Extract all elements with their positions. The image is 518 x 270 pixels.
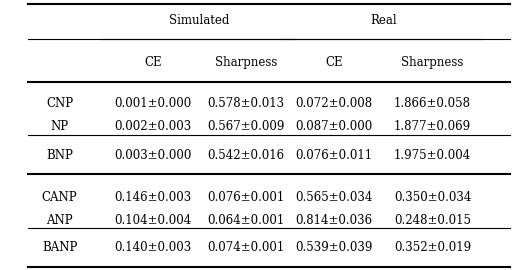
Text: 0.578±0.013: 0.578±0.013: [208, 97, 284, 110]
Text: 0.076±0.001: 0.076±0.001: [207, 191, 285, 204]
Text: 0.565±0.034: 0.565±0.034: [295, 191, 373, 204]
Text: Simulated: Simulated: [169, 14, 229, 27]
Text: Sharpness: Sharpness: [215, 56, 277, 69]
Text: 0.001±0.000: 0.001±0.000: [114, 97, 192, 110]
Text: 0.567±0.009: 0.567±0.009: [207, 120, 285, 133]
Text: 0.076±0.011: 0.076±0.011: [296, 149, 372, 162]
Text: 0.140±0.003: 0.140±0.003: [114, 241, 192, 254]
Text: CE: CE: [144, 56, 162, 69]
Text: 0.539±0.039: 0.539±0.039: [295, 241, 373, 254]
Text: 0.003±0.000: 0.003±0.000: [114, 149, 192, 162]
Text: ANP: ANP: [46, 214, 73, 227]
Text: 1.866±0.058: 1.866±0.058: [394, 97, 471, 110]
Text: 0.352±0.019: 0.352±0.019: [394, 241, 471, 254]
Text: BNP: BNP: [46, 149, 73, 162]
Text: 0.104±0.004: 0.104±0.004: [114, 214, 192, 227]
Text: 0.072±0.008: 0.072±0.008: [296, 97, 372, 110]
Text: CNP: CNP: [46, 97, 73, 110]
Text: 0.087±0.000: 0.087±0.000: [295, 120, 373, 133]
Text: Sharpness: Sharpness: [401, 56, 464, 69]
Text: 0.814±0.036: 0.814±0.036: [296, 214, 372, 227]
Text: Real: Real: [370, 14, 397, 27]
Text: NP: NP: [51, 120, 68, 133]
Text: BANP: BANP: [42, 241, 77, 254]
Text: CE: CE: [325, 56, 343, 69]
Text: 0.350±0.034: 0.350±0.034: [394, 191, 471, 204]
Text: 1.975±0.004: 1.975±0.004: [394, 149, 471, 162]
Text: CANP: CANP: [42, 191, 77, 204]
Text: 0.074±0.001: 0.074±0.001: [207, 241, 285, 254]
Text: 1.877±0.069: 1.877±0.069: [394, 120, 471, 133]
Text: 0.542±0.016: 0.542±0.016: [208, 149, 284, 162]
Text: 0.064±0.001: 0.064±0.001: [207, 214, 285, 227]
Text: 0.248±0.015: 0.248±0.015: [394, 214, 471, 227]
Text: 0.002±0.003: 0.002±0.003: [114, 120, 192, 133]
Text: 0.146±0.003: 0.146±0.003: [114, 191, 192, 204]
